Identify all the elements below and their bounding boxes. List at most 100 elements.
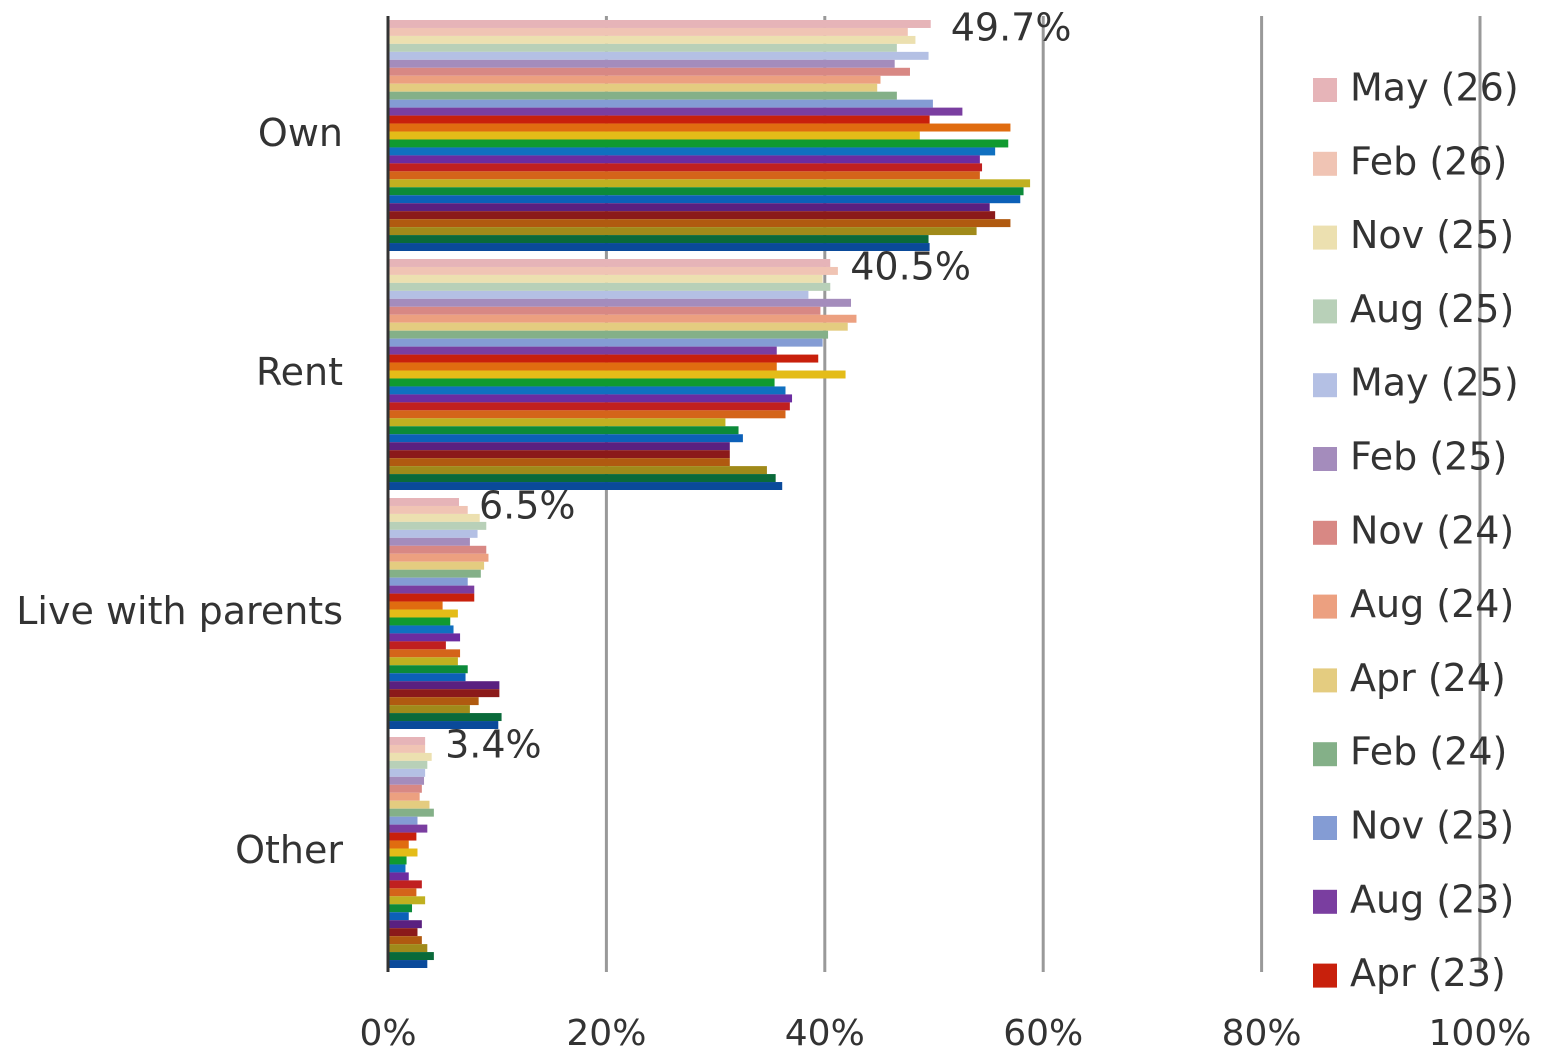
bar <box>388 370 846 379</box>
bar <box>388 434 743 443</box>
bar <box>388 35 916 44</box>
category-label: Own <box>258 111 343 155</box>
bar <box>388 83 878 92</box>
bar <box>388 569 481 578</box>
bar <box>388 697 479 706</box>
bar <box>388 537 470 546</box>
bar <box>388 43 897 52</box>
bar <box>388 227 977 236</box>
bar <box>388 808 434 817</box>
bar <box>388 601 443 610</box>
legend-label: Feb (26) <box>1350 139 1507 183</box>
bar <box>388 824 428 833</box>
bar <box>388 904 413 913</box>
bar <box>388 840 409 849</box>
bar <box>388 880 422 889</box>
bar <box>388 888 417 897</box>
bar <box>388 800 430 809</box>
bar <box>388 633 461 642</box>
bar <box>388 378 775 387</box>
bar <box>388 896 426 905</box>
bar <box>388 298 852 307</box>
bar <box>388 721 499 729</box>
bar <box>388 498 459 506</box>
x-tick-label: 20% <box>566 1013 646 1054</box>
bar <box>388 418 726 427</box>
bar <box>388 51 929 60</box>
bar <box>388 354 819 363</box>
legend-swatch <box>1313 816 1337 840</box>
x-tick-label: 80% <box>1222 1013 1302 1054</box>
legend-swatch <box>1313 963 1337 988</box>
bar <box>388 195 1021 204</box>
bar <box>388 171 980 180</box>
legend-label: Apr (24) <box>1350 656 1506 700</box>
bar <box>388 625 454 634</box>
bar <box>388 561 485 570</box>
bar <box>388 67 910 76</box>
bar <box>388 760 428 769</box>
value-label: 49.7% <box>951 6 1072 50</box>
bar <box>388 649 461 658</box>
bar <box>388 737 426 745</box>
x-tick-label: 60% <box>1003 1013 1083 1054</box>
bar <box>388 960 428 968</box>
legend-swatch <box>1313 299 1337 324</box>
bar <box>388 386 786 395</box>
legend-label: Feb (24) <box>1350 730 1507 774</box>
value-label: 6.5% <box>479 484 576 528</box>
bar <box>388 187 1024 196</box>
bar <box>388 641 446 650</box>
bar <box>388 505 468 514</box>
x-tick-label: 0% <box>359 1013 416 1054</box>
bar <box>388 115 930 124</box>
bar <box>388 402 790 411</box>
legend-swatch <box>1313 520 1337 545</box>
bar <box>388 864 406 873</box>
bar <box>388 928 418 937</box>
bar <box>388 362 777 371</box>
legend-label: May (25) <box>1350 361 1519 405</box>
bar <box>388 20 931 28</box>
bar <box>388 282 831 291</box>
bar <box>388 593 475 602</box>
bar <box>388 832 417 841</box>
bar <box>388 665 468 674</box>
bar <box>388 211 996 220</box>
bar <box>388 529 478 538</box>
legend-swatch <box>1313 594 1337 619</box>
bar <box>388 322 848 331</box>
bar <box>388 689 500 698</box>
bar <box>388 872 409 881</box>
legend-label: Apr (23) <box>1350 951 1506 995</box>
legend-label: Nov (23) <box>1350 804 1514 848</box>
bar <box>388 450 730 459</box>
bar <box>388 219 1011 228</box>
legend-swatch <box>1313 889 1337 914</box>
bar <box>388 681 500 690</box>
bar <box>388 394 793 403</box>
bar <box>388 617 451 626</box>
bar <box>388 139 1009 148</box>
bar <box>388 155 980 164</box>
bar <box>388 482 783 490</box>
bar <box>388 27 908 36</box>
bar <box>388 466 767 475</box>
bar <box>388 442 730 451</box>
legend-label: Aug (24) <box>1350 582 1514 626</box>
bar <box>388 920 422 929</box>
bar <box>388 266 838 275</box>
legend-swatch <box>1313 225 1337 250</box>
bar <box>388 673 466 682</box>
bar <box>388 131 920 140</box>
bar <box>388 545 487 554</box>
bar <box>388 848 418 857</box>
bar <box>388 314 857 323</box>
legend-label: Aug (23) <box>1350 877 1514 921</box>
legend-swatch <box>1313 668 1337 693</box>
bar <box>388 752 432 761</box>
bar <box>388 243 930 251</box>
legend-label: Aug (25) <box>1350 287 1514 331</box>
